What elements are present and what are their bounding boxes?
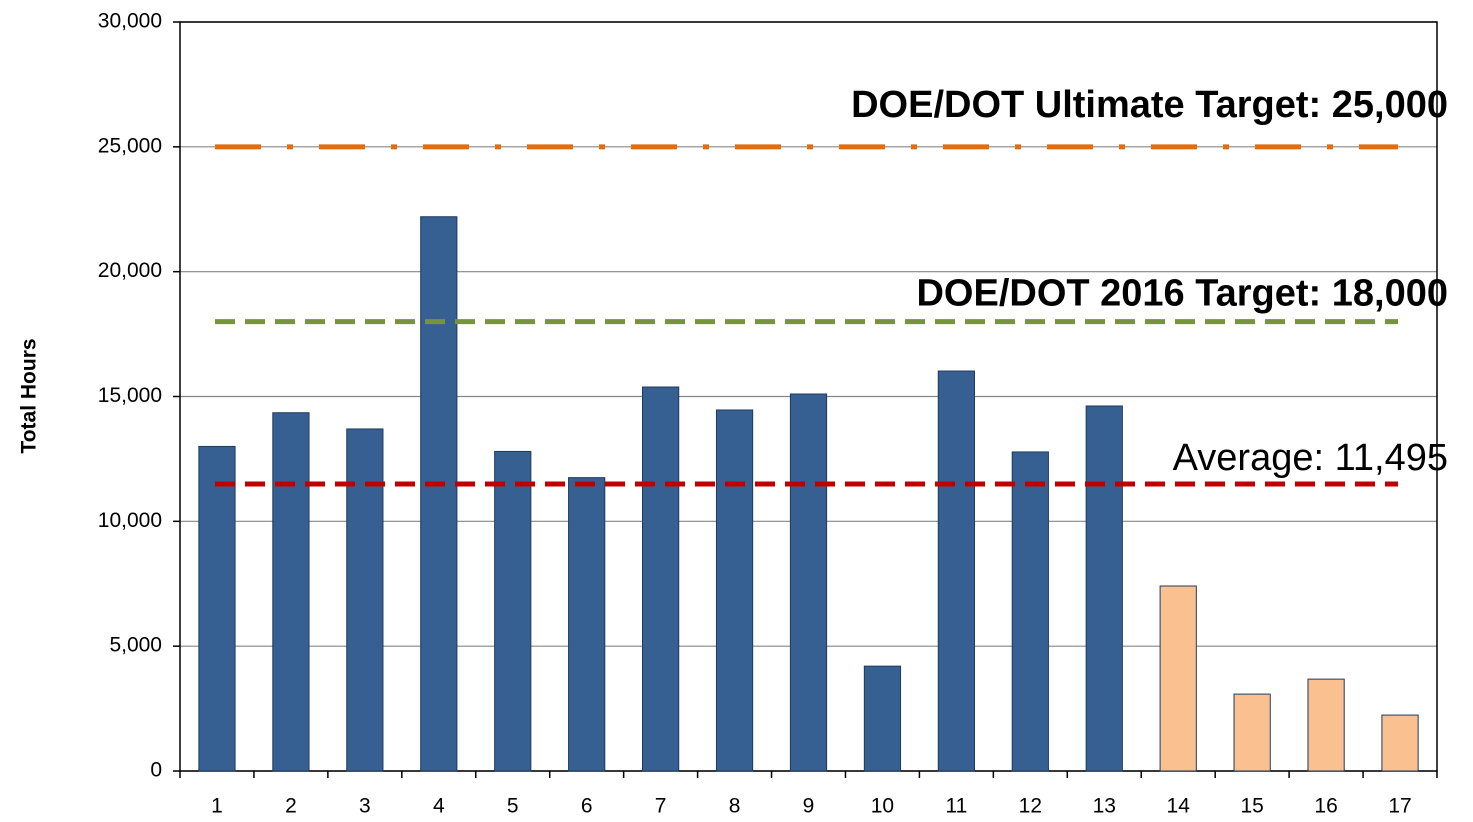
bar <box>1085 405 1123 772</box>
x-tick-label: 2 <box>285 795 297 818</box>
bar <box>272 412 310 772</box>
bar <box>494 450 532 772</box>
x-tick-label: 4 <box>433 795 445 818</box>
x-tick-label: 8 <box>729 795 741 818</box>
bar <box>715 409 754 772</box>
bar <box>642 386 680 772</box>
x-tick-label: 11 <box>945 795 967 818</box>
x-tick-label: 7 <box>655 795 667 818</box>
y-axis-label: Total Hours <box>18 338 41 453</box>
bar <box>198 445 236 772</box>
y-tick-label: 5,000 <box>109 634 162 657</box>
x-tick-label: 1 <box>211 795 223 818</box>
x-tick-label: 10 <box>871 795 894 818</box>
bar <box>937 370 975 772</box>
x-tick-label: 3 <box>359 795 371 818</box>
x-tick-label: 12 <box>1019 795 1042 818</box>
y-tick-label: 0 <box>150 759 162 782</box>
bar <box>863 665 902 772</box>
x-tick-label: 16 <box>1314 795 1337 818</box>
bar <box>1159 585 1197 772</box>
y-tick-label: 25,000 <box>98 134 162 157</box>
bar <box>346 428 384 772</box>
x-tick-label: 13 <box>1093 795 1116 818</box>
bar <box>789 393 828 772</box>
y-tick-label: 15,000 <box>98 384 162 407</box>
reference-label: DOE/DOT Ultimate Target: 25,000 <box>851 84 1448 126</box>
y-tick-label: 10,000 <box>98 509 162 532</box>
bar <box>568 477 606 772</box>
reference-label: Average: 11,495 <box>1173 437 1448 479</box>
bar <box>420 216 458 772</box>
x-tick-label: 14 <box>1167 795 1191 818</box>
x-tick-label: 9 <box>803 795 815 818</box>
bar <box>1011 451 1049 772</box>
bar <box>1307 678 1345 772</box>
x-tick-label: 5 <box>507 795 519 818</box>
y-tick-label: 30,000 <box>98 10 162 33</box>
bar <box>1381 714 1419 772</box>
x-tick-label: 17 <box>1388 795 1411 818</box>
x-tick-label: 15 <box>1240 795 1263 818</box>
x-tick-label: 6 <box>581 795 593 818</box>
bar <box>1233 693 1271 772</box>
reference-label: DOE/DOT 2016 Target: 18,000 <box>916 273 1448 315</box>
y-tick-label: 20,000 <box>98 259 162 282</box>
